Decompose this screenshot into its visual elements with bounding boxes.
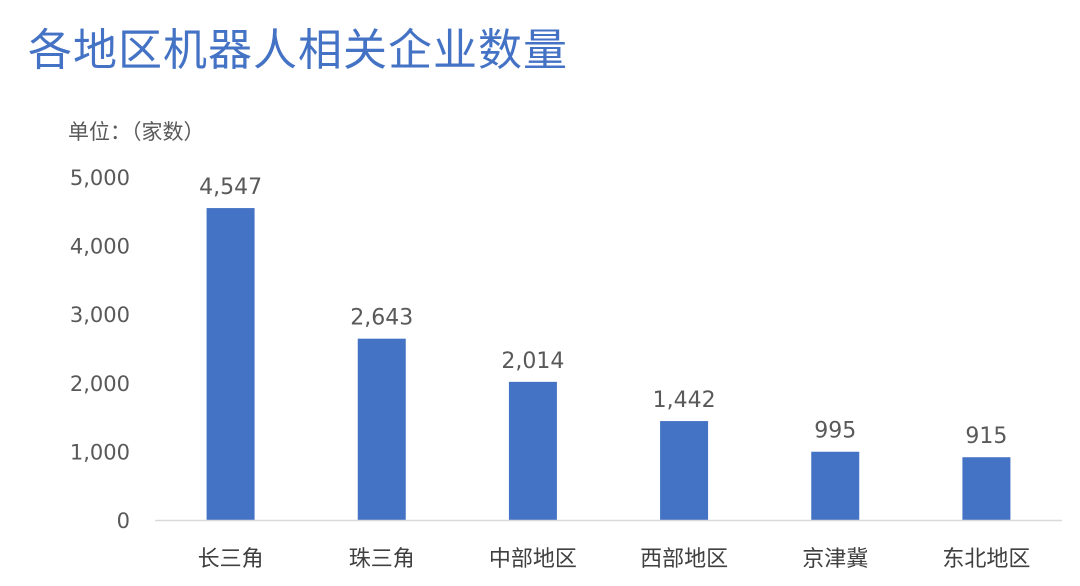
y-tick-label: 4,000 <box>70 235 130 259</box>
category-label: 西部地区 <box>640 547 728 572</box>
bar <box>357 338 406 520</box>
bar <box>811 451 860 520</box>
category-label: 东北地区 <box>942 547 1030 572</box>
y-tick-label: 0 <box>117 509 130 533</box>
y-tick-label: 5,000 <box>70 166 130 190</box>
data-label: 1,442 <box>653 388 716 413</box>
y-axis-ticks: 0 1,000 2,000 3,000 4,000 5,000 <box>70 166 130 533</box>
category-label: 中部地区 <box>489 547 577 572</box>
category-labels: 长三角 珠三角 中部地区 西部地区 京津冀 东北地区 <box>198 547 1031 572</box>
data-labels: 4,547 2,643 2,014 1,442 995 915 <box>199 175 1007 449</box>
y-tick-label: 3,000 <box>70 303 130 327</box>
category-label: 京津冀 <box>802 547 868 572</box>
bar <box>660 421 709 520</box>
y-tick-label: 2,000 <box>70 372 130 396</box>
data-label: 2,643 <box>350 306 413 331</box>
data-label: 995 <box>814 419 856 444</box>
data-label: 915 <box>965 424 1007 449</box>
bar <box>206 208 255 520</box>
category-label: 珠三角 <box>349 547 415 572</box>
bar <box>508 381 557 520</box>
data-label: 4,547 <box>199 175 262 200</box>
category-label: 长三角 <box>198 547 264 572</box>
data-label: 2,014 <box>501 349 564 374</box>
unit-label: 单位：（家数） <box>68 120 205 144</box>
chart-title: 各地区机器人相关企业数量 <box>28 25 568 76</box>
y-tick-label: 1,000 <box>70 440 130 464</box>
bars <box>206 208 1011 520</box>
bar <box>962 457 1011 520</box>
